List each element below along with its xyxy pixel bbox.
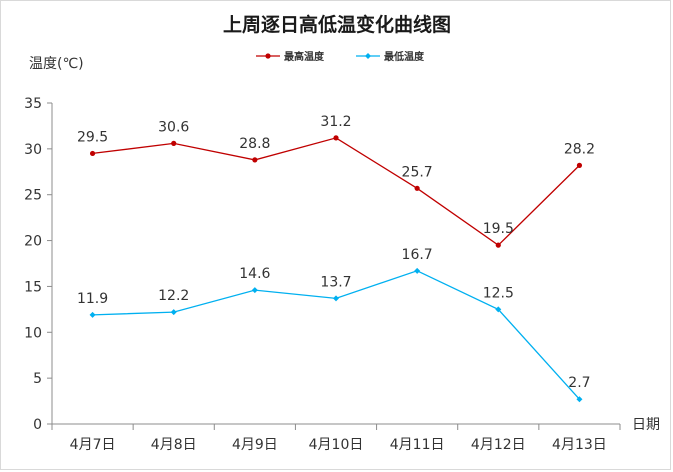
- y-axis-title: 温度(℃): [29, 56, 84, 72]
- x-tick-label: 4月8日: [151, 437, 197, 453]
- legend-item: 最低温度: [356, 50, 425, 63]
- x-tick-label: 4月11日: [390, 437, 445, 453]
- legend-label: 最高温度: [284, 50, 325, 63]
- legend-marker: [265, 53, 271, 59]
- data-point: [89, 311, 96, 318]
- data-label: 13.7: [320, 274, 351, 290]
- x-tick-label: 4月10日: [309, 437, 364, 453]
- data-label: 2.7: [568, 375, 590, 391]
- data-label: 29.5: [77, 129, 108, 145]
- data-label: 16.7: [402, 247, 433, 263]
- data-point: [576, 162, 583, 168]
- y-tick-label: 10: [24, 325, 42, 341]
- y-tick-label: 0: [33, 417, 42, 433]
- data-point: [170, 309, 177, 316]
- x-tick-label: 4月7日: [70, 437, 116, 453]
- data-point: [414, 267, 421, 274]
- series-1: 29.5 30.6 28.8 31.2 25.7 19.5 28.2: [77, 114, 595, 248]
- data-label: 28.8: [239, 136, 270, 152]
- legend-item: 最高温度: [256, 50, 325, 63]
- legend: 最高温度 最低温度: [256, 50, 425, 63]
- data-label: 30.6: [158, 119, 189, 135]
- legend-marker: [365, 53, 371, 59]
- x-tick-label: 4月9日: [232, 437, 278, 453]
- data-point: [252, 157, 258, 163]
- data-label: 31.2: [320, 114, 351, 130]
- y-tick-label: 20: [24, 234, 42, 250]
- data-label: 28.2: [564, 141, 595, 157]
- data-label: 25.7: [402, 164, 433, 180]
- y-tick-label: 15: [24, 279, 42, 295]
- data-label: 12.2: [158, 288, 189, 304]
- legend-label: 最低温度: [384, 50, 425, 63]
- x-axis-title: 日期: [632, 417, 660, 433]
- y-tick-label: 30: [24, 142, 42, 158]
- x-tick-label: 4月13日: [552, 437, 607, 453]
- data-point: [495, 306, 502, 313]
- y-tick-label: 5: [33, 371, 42, 387]
- data-point: [414, 185, 420, 191]
- x-tick-label: 4月12日: [471, 437, 526, 453]
- chart-title: 上周逐日高低温变化曲线图: [223, 13, 451, 36]
- plot-area: 29.5 30.6 28.8 31.2 25.7 19.5 28.2 11.9 12.2 14.6…: [77, 114, 595, 403]
- data-label: 11.9: [77, 291, 108, 307]
- series-2: 11.9 12.2 14.6 13.7 16.7 12.5 2.7: [77, 247, 591, 403]
- y-tick-label: 25: [24, 188, 42, 204]
- data-point: [333, 135, 339, 141]
- data-point: [495, 242, 501, 248]
- data-label: 12.5: [483, 285, 514, 301]
- x-axis: 4月7日 4月8日 4月9日 4月10日 4月11日 4月12日 4月13日: [51, 423, 621, 453]
- data-label: 14.6: [239, 266, 270, 282]
- data-label: 19.5: [483, 221, 514, 237]
- data-point: [89, 150, 96, 157]
- data-point: [576, 396, 583, 403]
- data-point: [171, 140, 177, 146]
- data-point: [333, 295, 339, 302]
- y-tick-label: 35: [24, 96, 42, 112]
- data-point: [251, 287, 258, 294]
- y-axis: 0 5 10 15 20 25 30 35: [24, 96, 53, 433]
